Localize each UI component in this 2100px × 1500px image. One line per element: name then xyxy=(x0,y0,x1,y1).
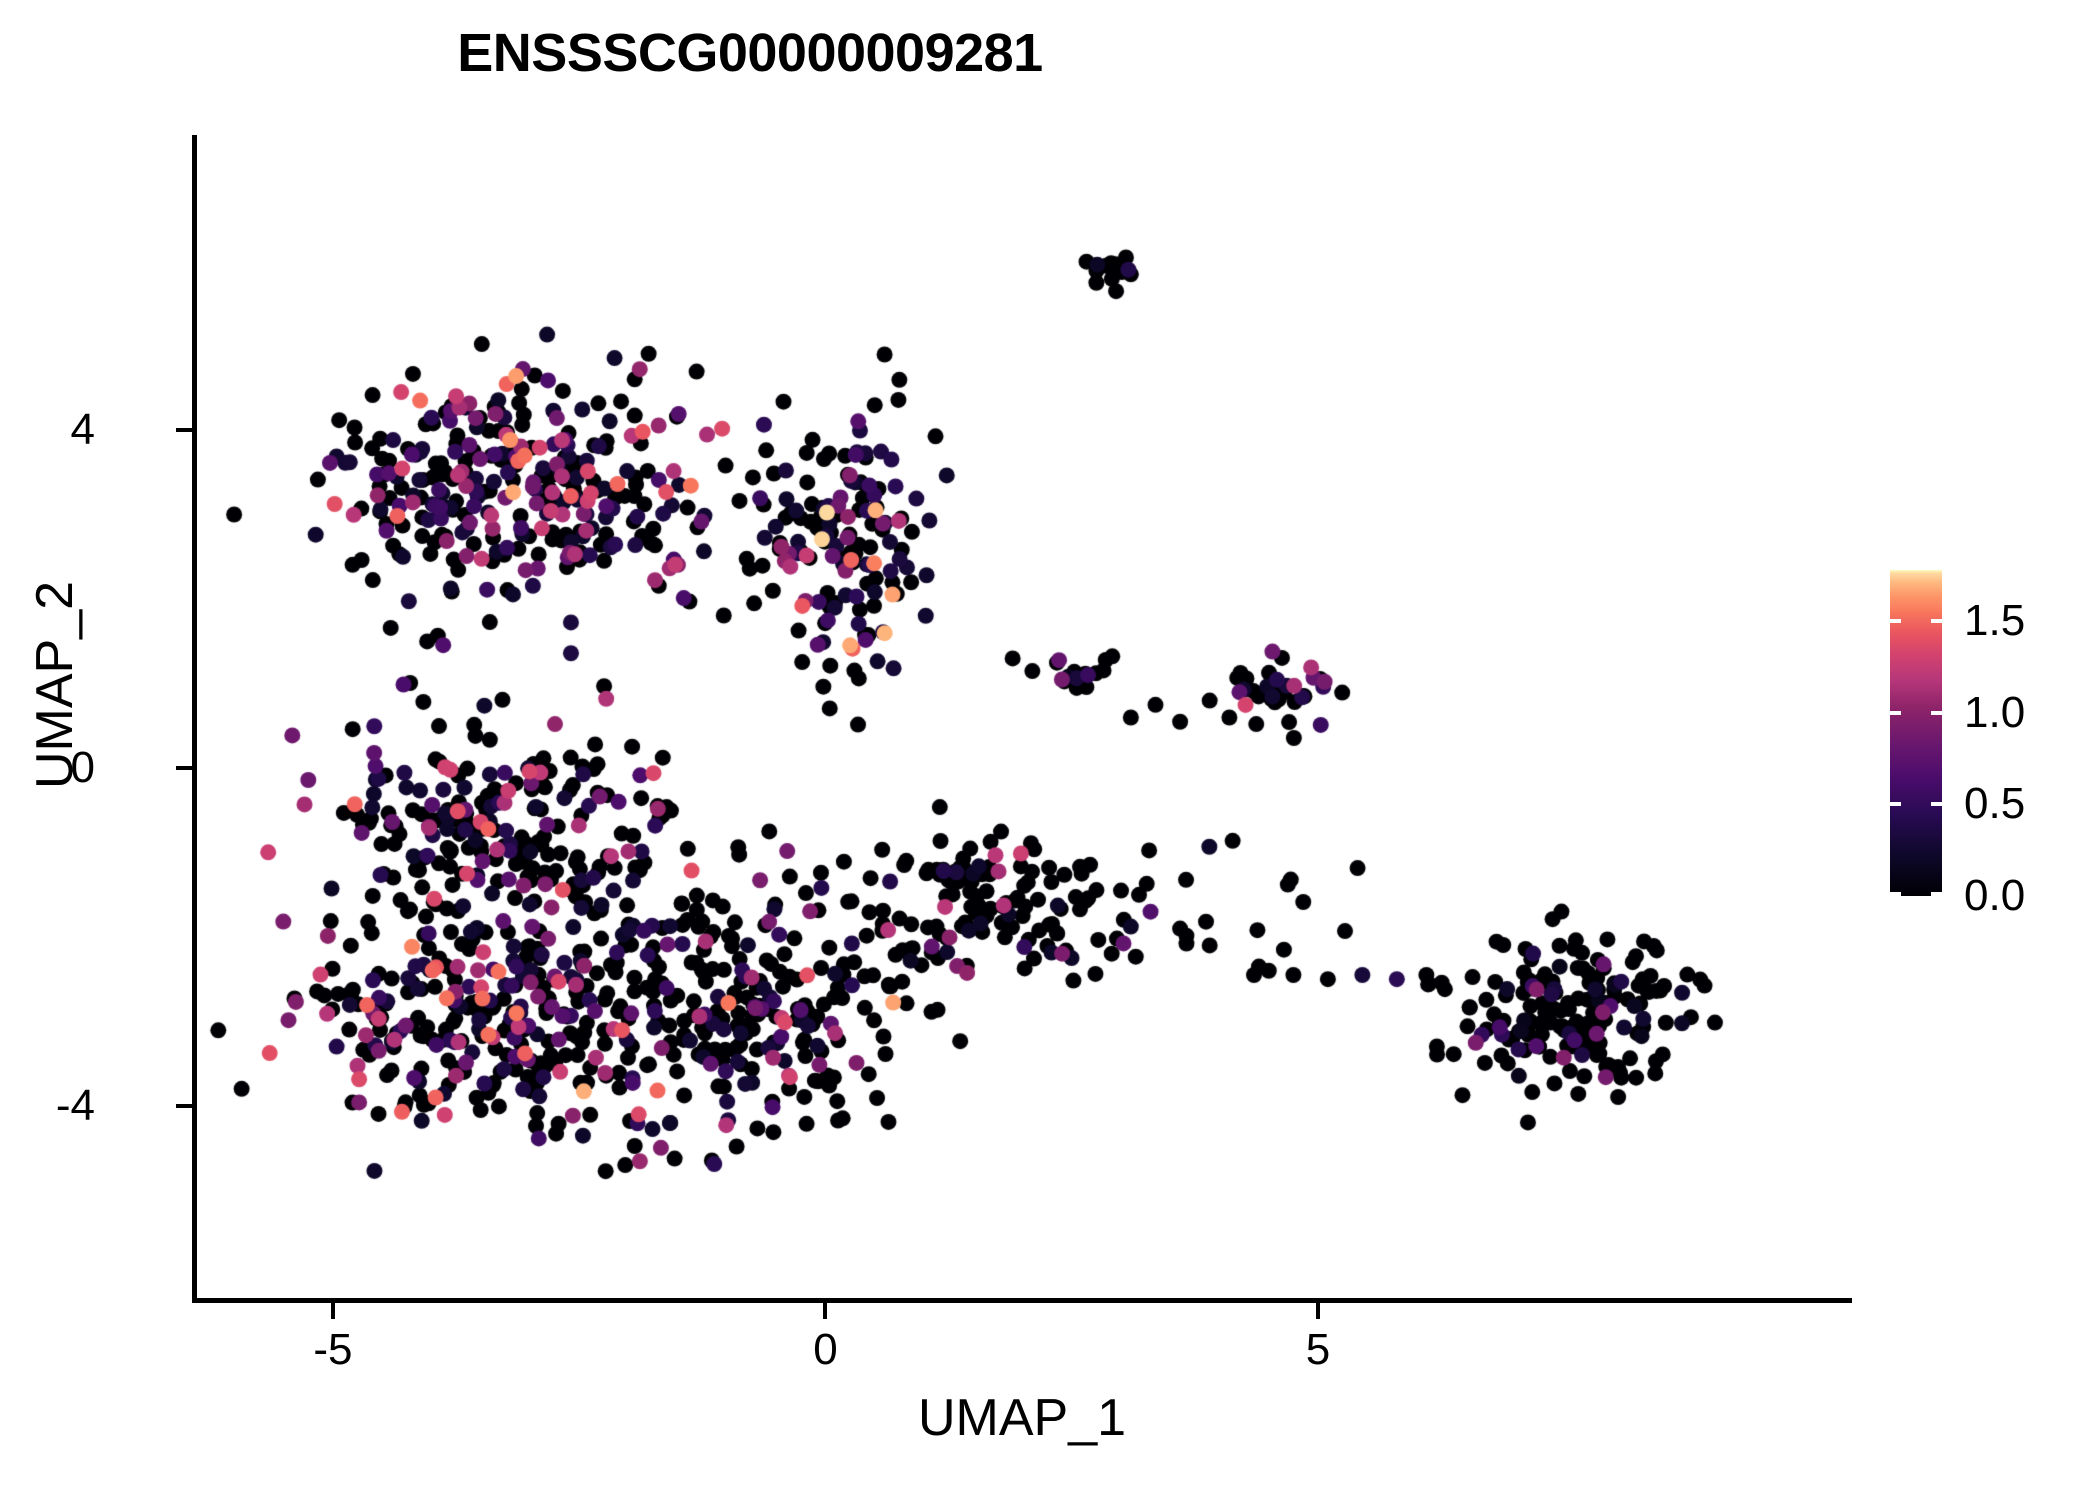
y-tick-mark xyxy=(176,1103,192,1108)
y-tick-mark xyxy=(176,428,192,433)
y-axis-line xyxy=(192,135,197,1302)
colorbar-gradient xyxy=(1890,570,1942,896)
y-tick-label: -4 xyxy=(55,1080,95,1130)
y-tick-label: 0 xyxy=(70,743,95,793)
colorbar-tick-mark xyxy=(1890,619,1942,624)
colorbar-tick-label: 0.0 xyxy=(1964,871,2026,920)
colorbar-tick-label: 0.5 xyxy=(1964,779,2026,829)
colorbar-tick-label: 1.0 xyxy=(1964,687,2026,737)
y-tick-label: 4 xyxy=(70,405,95,455)
scatter-plot-canvas xyxy=(195,135,1850,1300)
page-title: ENSSSCG00000009281 xyxy=(457,23,1043,83)
x-tick-mark xyxy=(330,1303,335,1319)
colorbar-legend: 1.5 1.0 0.5 0.0 xyxy=(1890,570,2090,918)
x-tick-label: -5 xyxy=(313,1325,353,1374)
y-axis-title: UMAP_2 xyxy=(26,580,84,790)
colorbar-tick-mark xyxy=(1890,710,1942,715)
x-tick-mark xyxy=(823,1303,828,1319)
x-axis-title: UMAP_1 xyxy=(917,1389,1127,1447)
x-tick-label: 0 xyxy=(813,1325,838,1374)
colorbar-tick-mark xyxy=(1890,802,1942,807)
x-tick-mark xyxy=(1316,1303,1321,1319)
x-axis-line xyxy=(192,1298,1852,1303)
colorbar-tick-mark xyxy=(1890,892,1942,896)
plot-panel xyxy=(195,135,1850,1300)
colorbar-tick-label: 1.5 xyxy=(1964,596,2026,646)
x-tick-label: 5 xyxy=(1305,1325,1331,1374)
y-tick-mark xyxy=(176,766,192,771)
